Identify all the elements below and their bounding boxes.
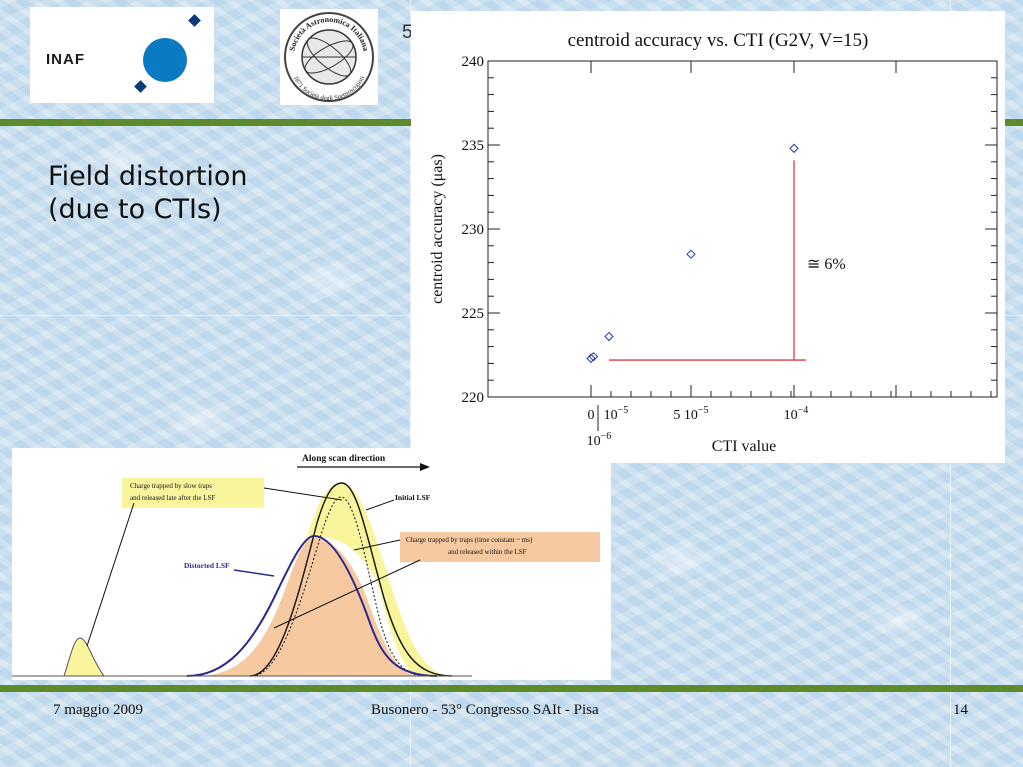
delta-annotation: ≅ 6% xyxy=(807,256,846,273)
traps-label-box xyxy=(400,532,600,562)
traps-label-line2: and released within the LSF xyxy=(448,548,527,556)
data-points xyxy=(586,143,799,364)
x-tick-label: 10−5 xyxy=(604,405,629,423)
slow-traps-label-line2: and released late after the LSF xyxy=(130,494,215,502)
lsf-diagram: Along scan direction Charge trapped by s… xyxy=(12,454,600,677)
x-tick-label: 0 xyxy=(588,408,595,423)
sait-seal: Società Astronomica Italiana 1871 Societ… xyxy=(284,12,374,102)
direction-label: Along scan direction xyxy=(302,454,386,464)
footer-date: 7 maggio 2009 xyxy=(53,702,143,718)
slow-traps-label-box xyxy=(122,478,264,508)
slow-traps-pointer-bump xyxy=(86,502,135,647)
traps-label-line1: Charge trapped by traps (time constant ~… xyxy=(406,536,533,544)
covered-title-fragment: 5 xyxy=(402,22,413,43)
slow-traps-label-line1: Charge trapped by slow traps xyxy=(130,482,212,490)
lsf-diagram-panel: Along scan direction Charge trapped by s… xyxy=(12,448,611,680)
direction-arrow-head xyxy=(420,463,430,471)
y-tick-label: 235 xyxy=(462,138,485,154)
footer-green-bar xyxy=(0,685,1023,692)
data-point xyxy=(604,331,614,342)
initial-lsf-fill xyxy=(300,483,452,676)
data-point xyxy=(789,143,799,154)
x-axis-label: CTI value xyxy=(712,438,776,455)
data-point xyxy=(588,351,599,362)
x-axis: 0 10−5 5 10−5 10−4 10−6 xyxy=(587,61,992,449)
footer-page-number: 14 xyxy=(953,702,968,718)
slow-traps-pointer xyxy=(263,487,343,501)
distorted-lsf-label: Distorted LSF xyxy=(184,561,230,570)
slide-title-line1: Field distortion xyxy=(48,161,248,192)
x-tick-label: 5 10−5 xyxy=(673,405,708,423)
released-charge-bump xyxy=(63,637,105,677)
y-axis-label: centroid accuracy (μas) xyxy=(429,154,446,304)
traps-pointer-2 xyxy=(273,559,421,629)
data-point xyxy=(586,353,596,364)
distorted-lsf-curve xyxy=(186,534,438,677)
chart-panel: centroid accuracy vs. CTI (G2V, V=15) 22… xyxy=(411,11,1005,463)
chart-title: centroid accuracy vs. CTI (G2V, V=15) xyxy=(568,30,869,51)
y-tick-label: 230 xyxy=(462,222,485,238)
y-tick-label: 240 xyxy=(462,54,485,70)
centroid-accuracy-chart: centroid accuracy vs. CTI (G2V, V=15) 22… xyxy=(429,30,998,455)
x-tick-label: 10−4 xyxy=(784,405,809,423)
y-tick-label: 220 xyxy=(462,390,485,406)
y-axis: 220 225 230 235 240 xyxy=(462,54,997,406)
lsf-dotted-curve xyxy=(251,496,423,677)
slide-title: Field distortion (due to CTIs) xyxy=(48,160,248,226)
sait-logo: Società Astronomica Italiana 1871 Societ… xyxy=(280,9,378,105)
data-point xyxy=(686,249,696,259)
x-tick-label-extra: 10−6 xyxy=(587,431,612,449)
distorted-lsf-pointer xyxy=(233,569,275,577)
traps-pointer-1 xyxy=(353,539,401,551)
bg-tile-seam xyxy=(410,0,411,767)
plot-frame xyxy=(487,60,998,398)
footer-center: Busonero - 53° Congresso SAIt - Pisa xyxy=(371,702,599,718)
initial-lsf-label: Initial LSF xyxy=(395,493,431,502)
slide-title-line2: (due to CTIs) xyxy=(48,194,222,225)
initial-lsf-pointer xyxy=(365,499,395,511)
inaf-logo-graphic xyxy=(134,14,201,93)
inaf-logo: INAF xyxy=(30,7,214,103)
y-tick-label: 225 xyxy=(462,306,485,322)
initial-lsf-curve xyxy=(249,482,453,677)
distorted-lsf-fill xyxy=(202,537,417,676)
inaf-logo-text: INAF xyxy=(46,51,85,68)
